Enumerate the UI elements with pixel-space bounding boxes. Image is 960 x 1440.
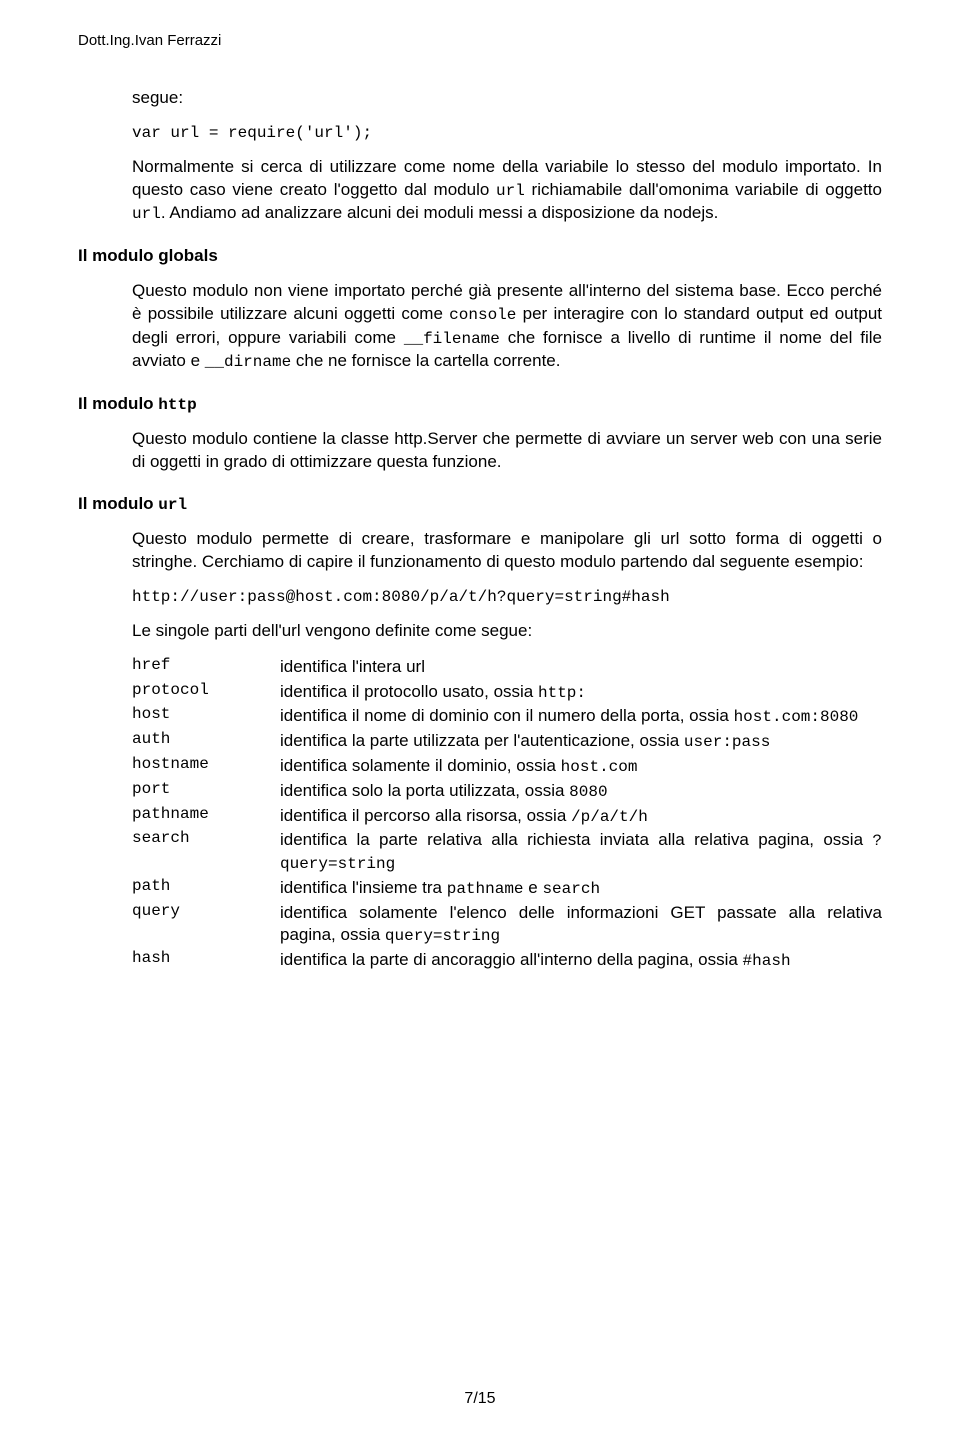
heading-globals: Il modulo globals [78,246,882,266]
text: identifica l'insieme tra [280,878,447,897]
heading-http: Il modulo http [78,394,882,414]
def-row-path: path identifica l'insieme tra pathname e… [132,877,882,902]
def-key: query [132,902,280,949]
def-key: hash [132,949,280,974]
def-val: identifica la parte utilizzata per l'aut… [280,730,882,755]
text: Il modulo [78,394,158,413]
text: identifica il protocollo usato, ossia [280,682,538,701]
page-number: 7/15 [0,1390,960,1408]
page-header-author: Dott.Ing.Ivan Ferrazzi [78,32,882,49]
url-definitions-table: href identifica l'intera url protocol id… [132,656,882,973]
text: identifica l'intera url [280,657,425,676]
label-segue: segue: [132,87,882,110]
def-key: href [132,656,280,680]
def-row-hash: hash identifica la parte di ancoraggio a… [132,949,882,974]
code: search [542,880,600,898]
def-row-protocol: protocol identifica il protocollo usato,… [132,681,882,706]
def-row-query: query identifica solamente l'elenco dell… [132,902,882,949]
def-row-href: href identifica l'intera url [132,656,882,680]
def-val: identifica la parte relativa alla richie… [280,829,882,877]
text: identifica la parte di ancoraggio all'in… [280,950,743,969]
def-row-host: host identifica il nome di dominio con i… [132,705,882,730]
code-require-url: var url = require('url'); [132,124,882,142]
def-row-port: port identifica solo la porta utilizzata… [132,780,882,805]
text: richiamabile dall'omonima variabile di o… [525,180,882,199]
def-key: auth [132,730,280,755]
code: user:pass [684,733,770,751]
code: 8080 [569,783,607,801]
def-row-hostname: hostname identifica solamente il dominio… [132,755,882,780]
def-val: identifica solamente il dominio, ossia h… [280,755,882,780]
def-key: protocol [132,681,280,706]
def-val: identifica la parte di ancoraggio all'in… [280,949,882,974]
def-key: path [132,877,280,902]
document-page: Dott.Ing.Ivan Ferrazzi segue: var url = … [0,0,960,1440]
url-paragraph-2: Le singole parti dell'url vengono defini… [132,620,882,643]
code: pathname [447,880,524,898]
url-paragraph-1: Questo modulo permette di creare, trasfo… [132,528,882,574]
code: query=string [385,927,500,945]
text: . Andiamo ad analizzare alcuni dei modul… [161,203,719,222]
def-key: hostname [132,755,280,780]
intro-paragraph: Normalmente si cerca di utilizzare come … [132,156,882,226]
def-val: identifica solo la porta utilizzata, oss… [280,780,882,805]
def-val: identifica il protocollo usato, ossia ht… [280,681,882,706]
def-val: identifica il percorso alla risorsa, oss… [280,805,882,830]
text: che ne fornisce la cartella corrente. [291,351,560,370]
def-row-pathname: pathname identifica il percorso alla ris… [132,805,882,830]
def-key: pathname [132,805,280,830]
code-filename: __filename [404,330,500,348]
def-val: identifica solamente l'elenco delle info… [280,902,882,949]
def-row-search: search identifica la parte relativa alla… [132,829,882,877]
code-url-heading: url [158,496,187,514]
def-key: port [132,780,280,805]
code-console: console [449,306,516,324]
code-url-2: url [132,205,161,223]
text: identifica il nome di dominio con il num… [280,706,734,725]
text: identifica la parte relativa alla richie… [280,830,872,849]
def-key: host [132,705,280,730]
code: /p/a/t/h [571,808,648,826]
text: e [524,878,543,897]
text: identifica solamente il dominio, ossia [280,756,561,775]
code-url-example: http://user:pass@host.com:8080/p/a/t/h?q… [132,588,882,606]
code: #hash [743,952,791,970]
def-row-auth: auth identifica la parte utilizzata per … [132,730,882,755]
text: identifica il percorso alla risorsa, oss… [280,806,571,825]
text: Il modulo [78,494,158,513]
text: identifica solamente l'elenco delle info… [280,903,882,944]
def-val: identifica l'intera url [280,656,882,680]
text: identifica solo la porta utilizzata, oss… [280,781,569,800]
code: host.com:8080 [734,708,859,726]
def-key: search [132,829,280,877]
code-url-1: url [496,182,525,200]
text: identifica la parte utilizzata per l'aut… [280,731,684,750]
def-val: identifica il nome di dominio con il num… [280,705,882,730]
code: host.com [561,758,638,776]
code-dirname: __dirname [205,353,291,371]
code-http: http [158,396,196,414]
def-val: identifica l'insieme tra pathname e sear… [280,877,882,902]
http-paragraph: Questo modulo contiene la classe http.Se… [132,428,882,474]
globals-paragraph: Questo modulo non viene importato perché… [132,280,882,374]
heading-url: Il modulo url [78,494,882,514]
code: http: [538,684,586,702]
